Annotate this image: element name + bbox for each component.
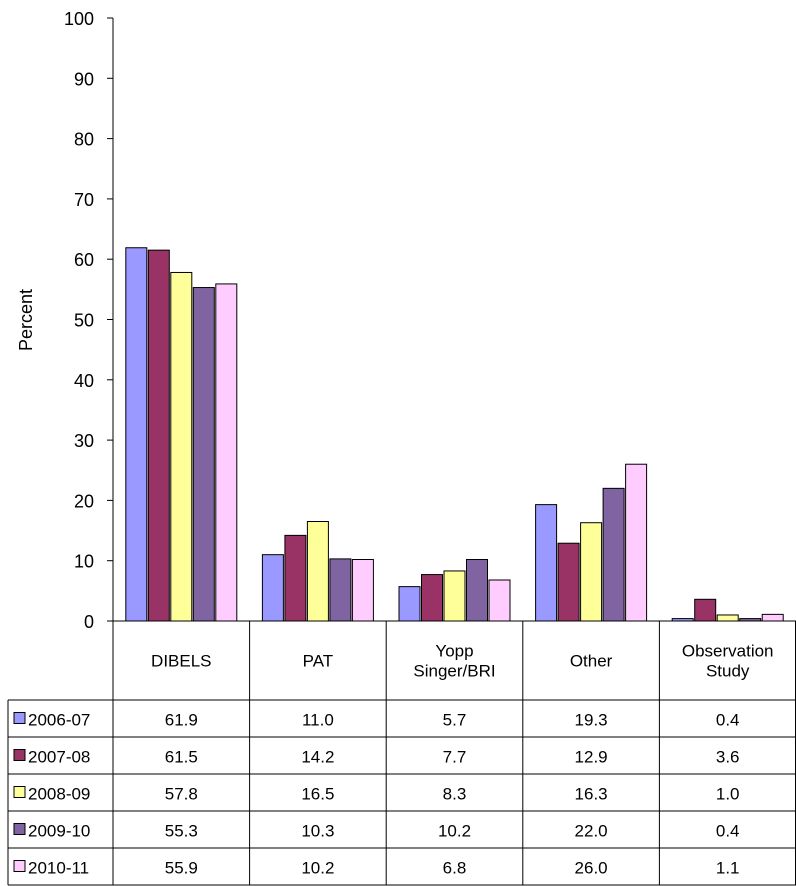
data-label: 6.8: [443, 859, 467, 878]
data-label: 0.4: [716, 711, 740, 730]
bar: [422, 575, 443, 621]
bars-group: [126, 248, 783, 621]
data-label: 1.0: [716, 785, 740, 804]
category-label: Observation: [682, 642, 774, 661]
data-label: 7.7: [443, 748, 467, 767]
category-label: Study: [706, 662, 750, 681]
bar: [581, 523, 602, 621]
y-tick-label: 20: [74, 491, 94, 511]
legend-series-label: 2007-08: [28, 748, 90, 767]
bar: [330, 559, 351, 621]
bar: [193, 288, 214, 621]
data-label: 55.9: [165, 859, 198, 878]
bar: [695, 599, 716, 621]
bar: [536, 505, 557, 621]
legend-series-label: 2009-10: [28, 822, 90, 841]
legend-key: [14, 824, 25, 835]
category-label: DIBELS: [151, 652, 211, 671]
bar: [262, 555, 283, 621]
data-label: 57.8: [165, 785, 198, 804]
bar: [216, 284, 237, 621]
y-axis-label: Percent: [16, 289, 36, 351]
bar: [444, 571, 465, 621]
y-tick-label: 90: [74, 69, 94, 89]
y-tick-label: 100: [64, 9, 94, 29]
legend-key: [14, 787, 25, 798]
bar: [126, 248, 147, 621]
data-label: 19.3: [575, 711, 608, 730]
bar: [307, 522, 328, 621]
category-label: Singer/BRI: [413, 662, 495, 681]
data-label: 16.3: [575, 785, 608, 804]
y-tick-label: 60: [74, 250, 94, 270]
y-tick-label: 0: [84, 612, 94, 632]
y-tick-label: 40: [74, 371, 94, 391]
y-tick-label: 50: [74, 311, 94, 331]
y-tick-label: 70: [74, 190, 94, 210]
data-label: 26.0: [575, 859, 608, 878]
y-tick-label: 30: [74, 431, 94, 451]
data-label: 55.3: [165, 822, 198, 841]
bar: [285, 535, 306, 621]
category-label: PAT: [303, 652, 334, 671]
bar: [626, 464, 647, 621]
y-axis: 0 10 20 30 40 50 60 70 80 90 100: [64, 9, 113, 632]
y-tick-label: 80: [74, 130, 94, 150]
data-label: 61.5: [165, 748, 198, 767]
category-label: Yopp: [435, 642, 473, 661]
category-label: Other: [570, 652, 613, 671]
legend-key: [14, 713, 25, 724]
bar: [489, 580, 510, 621]
data-label: 22.0: [575, 822, 608, 841]
y-tick-label: 10: [74, 552, 94, 572]
legend-key: [14, 861, 25, 872]
data-label: 3.6: [716, 748, 740, 767]
data-label: 5.7: [443, 711, 467, 730]
bar: [399, 587, 420, 621]
data-label: 12.9: [575, 748, 608, 767]
data-label: 10.3: [301, 822, 334, 841]
bar: [558, 543, 579, 621]
data-label: 10.2: [301, 859, 334, 878]
data-label: 16.5: [301, 785, 334, 804]
bar: [717, 615, 738, 621]
data-label: 11.0: [302, 711, 334, 730]
data-label: 8.3: [443, 785, 467, 804]
bar: [467, 559, 488, 621]
data-label: 1.1: [716, 859, 740, 878]
legend-series-label: 2008-09: [28, 785, 90, 804]
legend-series-label: 2006-07: [28, 711, 90, 730]
bar: [148, 250, 169, 621]
bar: [352, 559, 373, 621]
legend-series-label: 2010-11: [28, 859, 89, 878]
data-label: 61.9: [165, 711, 198, 730]
data-label: 10.2: [438, 822, 471, 841]
bar: [171, 272, 192, 621]
legend-key: [14, 750, 25, 761]
data-label: 0.4: [716, 822, 740, 841]
bar: [762, 614, 783, 621]
bar: [603, 488, 624, 621]
data-label: 14.2: [301, 748, 334, 767]
